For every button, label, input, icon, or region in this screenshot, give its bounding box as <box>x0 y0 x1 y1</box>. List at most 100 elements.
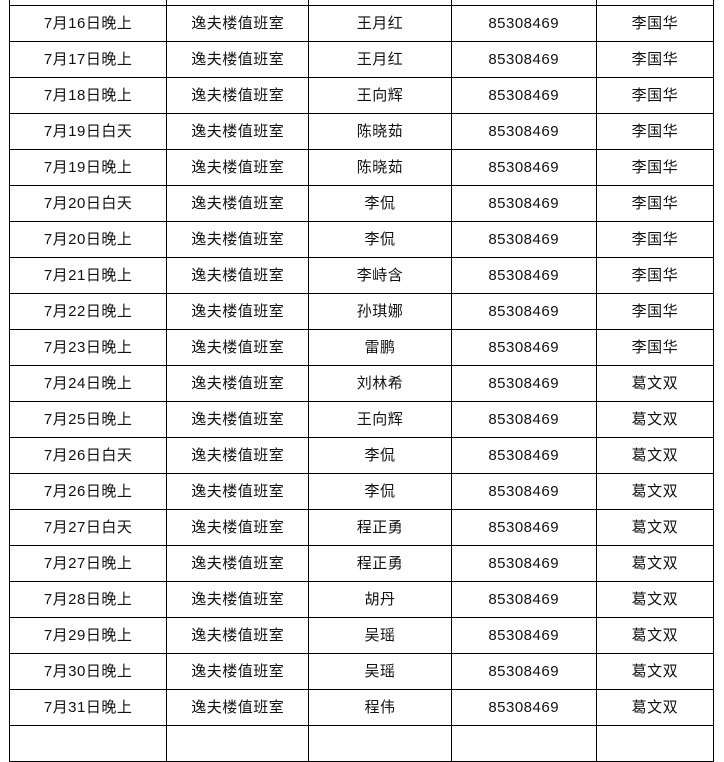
table-cell-leader: 李国华 <box>595 5 715 42</box>
table-cell-leader: 葛文双 <box>595 401 715 438</box>
table-cell-place: 逸夫楼值班室 <box>166 653 310 690</box>
table-cell-place: 逸夫楼值班室 <box>166 581 310 618</box>
table-cell-phone: 85308469 <box>450 149 597 186</box>
table-cell-person: 刘林希 <box>308 365 452 402</box>
table-cell-place: 逸夫楼值班室 <box>166 545 310 582</box>
table-cell-phone: 85308469 <box>450 401 597 438</box>
table-cell-leader: 李国华 <box>595 77 715 114</box>
duty-roster-body: 7月16日晚上 逸夫楼值班室 王月红 85308469 李国华 7月17日晚上 逸夫楼值班室… <box>8 0 715 762</box>
table-cell-leader: 葛文双 <box>595 365 715 402</box>
table-cell-place: 逸夫楼值班室 <box>166 617 310 654</box>
table-cell-phone: 85308469 <box>450 113 597 150</box>
table-cell-phone: 85308469 <box>450 545 597 582</box>
table-cell-date: 7月22日晚上 <box>8 293 168 330</box>
table-row: 7月25日晚上 逸夫楼值班室 王向辉 85308469 葛文双 <box>8 401 715 438</box>
table-cell-place: 逸夫楼值班室 <box>166 365 310 402</box>
table-cell-person: 李峙含 <box>308 257 452 294</box>
table-cell-phone: 85308469 <box>450 689 597 726</box>
table-cell-place: 逸夫楼值班室 <box>166 5 310 42</box>
table-cell-person: 王月红 <box>308 41 452 78</box>
table-cell-person: 程正勇 <box>308 545 452 582</box>
table-cell-date: 7月26日白天 <box>8 437 168 474</box>
table-cell-person: 陈晓茹 <box>308 113 452 150</box>
table-row: 7月18日晚上 逸夫楼值班室 王向辉 85308469 李国华 <box>8 77 715 114</box>
table-cell-date: 7月28日晚上 <box>8 581 168 618</box>
table-cell-phone: 85308469 <box>450 365 597 402</box>
table-cell-leader: 李国华 <box>595 185 715 222</box>
table-cell-leader: 李国华 <box>595 113 715 150</box>
table-cell-date: 7月24日晚上 <box>8 365 168 402</box>
table-row: 7月16日晚上 逸夫楼值班室 王月红 85308469 李国华 <box>8 5 715 42</box>
table-cell-leader: 葛文双 <box>595 689 715 726</box>
table-cell-phone: 85308469 <box>450 653 597 690</box>
table-row: 7月28日晚上 逸夫楼值班室 胡丹 85308469 葛文双 <box>8 581 715 618</box>
table-row: 7月27日白天 逸夫楼值班室 程正勇 85308469 葛文双 <box>8 509 715 546</box>
table-cell-place: 逸夫楼值班室 <box>166 41 310 78</box>
table-cell-place: 逸夫楼值班室 <box>166 689 310 726</box>
table-cell-place: 逸夫楼值班室 <box>166 185 310 222</box>
table-cell-phone: 85308469 <box>450 437 597 474</box>
table-row: 7月23日晚上 逸夫楼值班室 雷鹏 85308469 李国华 <box>8 329 715 366</box>
table-cell-person: 吴瑶 <box>308 617 452 654</box>
table-cell-phone: 85308469 <box>450 221 597 258</box>
table-row: 7月20日晚上 逸夫楼值班室 李侃 85308469 李国华 <box>8 221 715 258</box>
duty-roster-table: 7月16日晚上 逸夫楼值班室 王月红 85308469 李国华 7月17日晚上 逸夫楼值班室… <box>8 0 715 762</box>
table-row: 7月26日晚上 逸夫楼值班室 李侃 85308469 葛文双 <box>8 473 715 510</box>
table-cell-person: 李侃 <box>308 185 452 222</box>
table-cell-person <box>308 725 452 762</box>
table-cell-phone <box>450 725 597 762</box>
table-cell-date: 7月23日晚上 <box>8 329 168 366</box>
table-cell-phone: 85308469 <box>450 5 597 42</box>
table-row: 7月20日白天 逸夫楼值班室 李侃 85308469 李国华 <box>8 185 715 222</box>
table-cell-place: 逸夫楼值班室 <box>166 77 310 114</box>
table-cell-date: 7月27日白天 <box>8 509 168 546</box>
table-cell-leader: 李国华 <box>595 149 715 186</box>
table-cell-place: 逸夫楼值班室 <box>166 329 310 366</box>
table-cell-phone: 85308469 <box>450 77 597 114</box>
table-cell-place: 逸夫楼值班室 <box>166 257 310 294</box>
table-cell-person: 胡丹 <box>308 581 452 618</box>
table-cell-leader: 李国华 <box>595 257 715 294</box>
table-row: 7月22日晚上 逸夫楼值班室 孙琪娜 85308469 李国华 <box>8 293 715 330</box>
table-cell-place <box>166 725 310 762</box>
table-cell-date: 7月27日晚上 <box>8 545 168 582</box>
table-cell-leader: 李国华 <box>595 221 715 258</box>
table-row: 7月21日晚上 逸夫楼值班室 李峙含 85308469 李国华 <box>8 257 715 294</box>
table-row: 7月26日白天 逸夫楼值班室 李侃 85308469 葛文双 <box>8 437 715 474</box>
table-cell-date: 7月30日晚上 <box>8 653 168 690</box>
table-cell-person: 吴瑶 <box>308 653 452 690</box>
table-cell-leader: 葛文双 <box>595 653 715 690</box>
table-cell-date: 7月20日白天 <box>8 185 168 222</box>
table-cell-leader: 葛文双 <box>595 473 715 510</box>
table-cell-place: 逸夫楼值班室 <box>166 293 310 330</box>
table-cell-phone: 85308469 <box>450 617 597 654</box>
table-row: 7月30日晚上 逸夫楼值班室 吴瑶 85308469 葛文双 <box>8 653 715 690</box>
table-cell-place: 逸夫楼值班室 <box>166 113 310 150</box>
table-cell-date: 7月29日晚上 <box>8 617 168 654</box>
table-cell-leader: 李国华 <box>595 329 715 366</box>
table-cell-leader: 葛文双 <box>595 617 715 654</box>
table-cell-place: 逸夫楼值班室 <box>166 509 310 546</box>
table-cell-date: 7月17日晚上 <box>8 41 168 78</box>
table-cell-person: 王向辉 <box>308 77 452 114</box>
table-cell-leader: 葛文双 <box>595 509 715 546</box>
table-cell-person: 李侃 <box>308 221 452 258</box>
table-cell-person: 程伟 <box>308 689 452 726</box>
table-cell-date: 7月19日白天 <box>8 113 168 150</box>
table-cell-place: 逸夫楼值班室 <box>166 473 310 510</box>
table-cell-date: 7月20日晚上 <box>8 221 168 258</box>
table-cell-phone: 85308469 <box>450 293 597 330</box>
table-cell-person: 程正勇 <box>308 509 452 546</box>
table-row: 7月29日晚上 逸夫楼值班室 吴瑶 85308469 葛文双 <box>8 617 715 654</box>
table-cell-date <box>8 725 168 762</box>
table-cell-place: 逸夫楼值班室 <box>166 149 310 186</box>
table-cell-phone: 85308469 <box>450 185 597 222</box>
table-cell-date: 7月25日晚上 <box>8 401 168 438</box>
table-cell-place: 逸夫楼值班室 <box>166 437 310 474</box>
table-cell-date: 7月21日晚上 <box>8 257 168 294</box>
table-cell-date: 7月19日晚上 <box>8 149 168 186</box>
table-row: 7月27日晚上 逸夫楼值班室 程正勇 85308469 葛文双 <box>8 545 715 582</box>
table-cell-date: 7月31日晚上 <box>8 689 168 726</box>
table-cell-person: 李侃 <box>308 437 452 474</box>
table-cell-place: 逸夫楼值班室 <box>166 401 310 438</box>
